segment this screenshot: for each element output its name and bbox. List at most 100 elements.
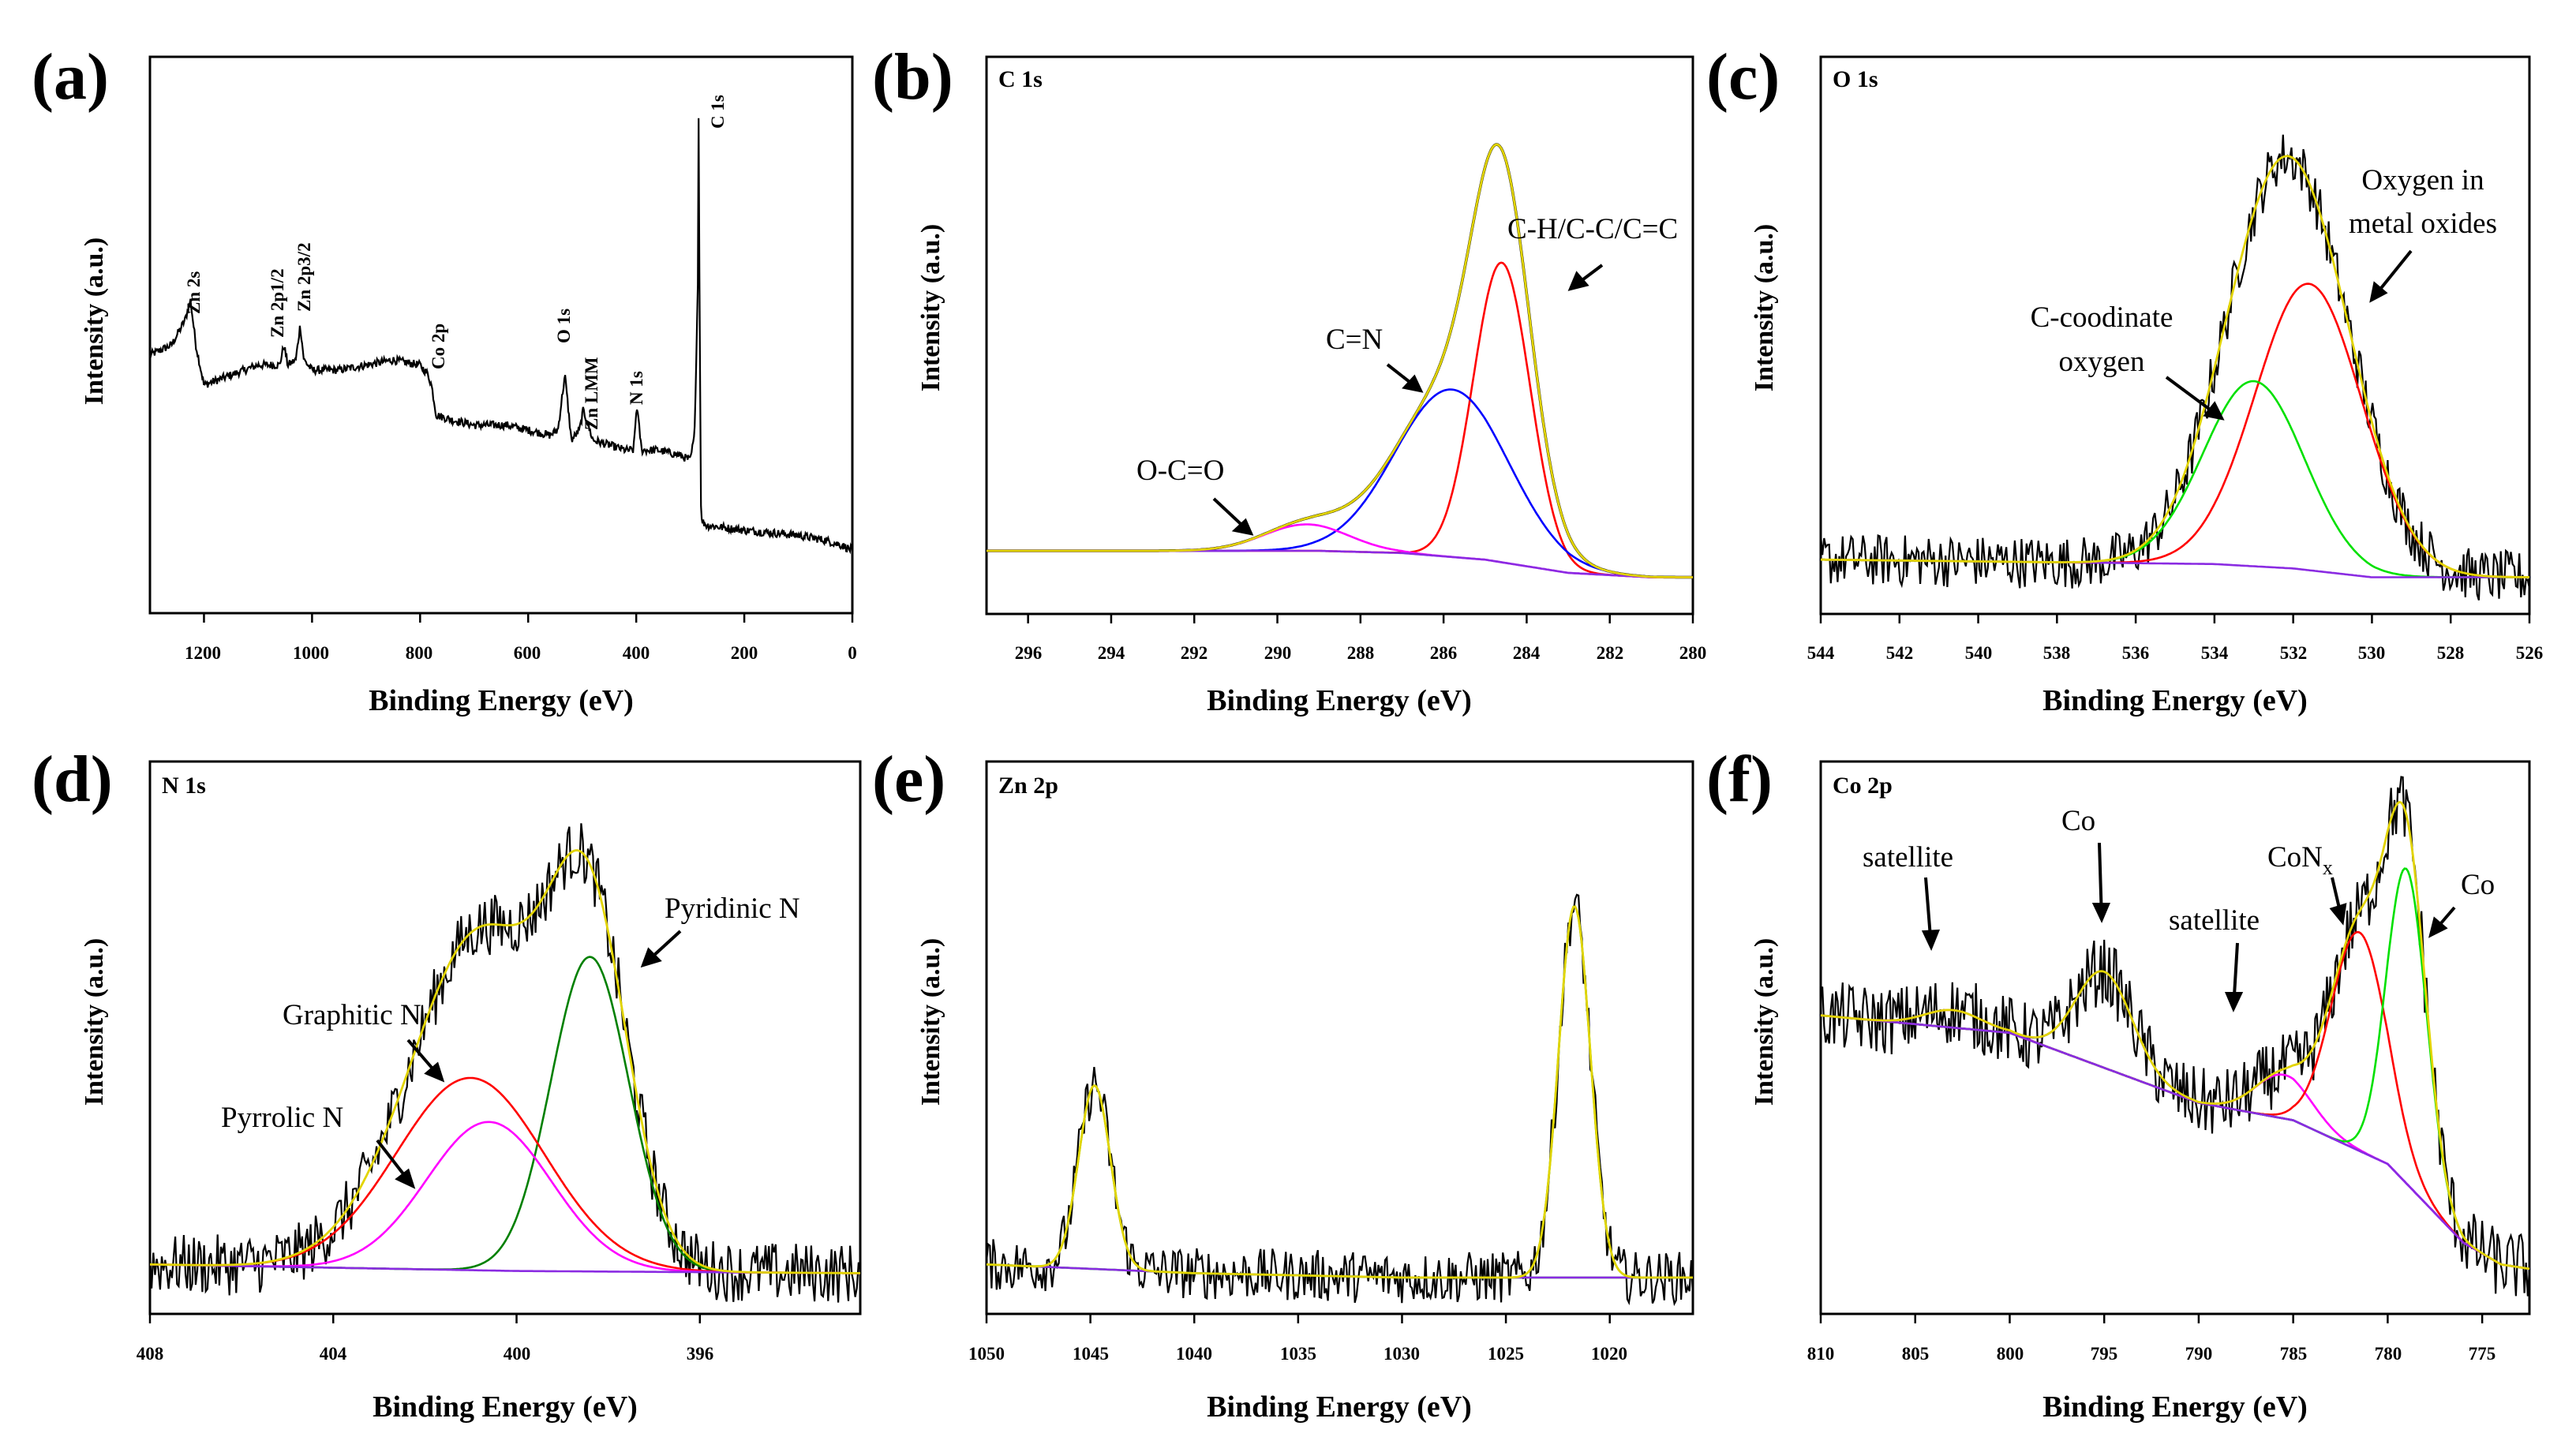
x-tick-label: 1200	[185, 643, 221, 663]
component-1-line	[987, 388, 1693, 578]
component-0-line	[1821, 283, 2530, 578]
annotation-arrows-b	[1212, 264, 1604, 536]
annotation-pyrrolic-n: Pyrrolic N	[221, 1102, 343, 1134]
envelope-line	[1821, 155, 2530, 578]
inset-title-c: O 1s	[1833, 66, 1878, 92]
envelope-line	[1820, 800, 2530, 1270]
panel-b: (b) Intensity (a.u.) 296 294 292 290 288…	[872, 40, 1706, 717]
peak-label-zn-lmm: Zn LMM	[582, 357, 601, 430]
x-tick-label: 540	[1965, 643, 1993, 663]
x-tick-label: 536	[2122, 643, 2150, 663]
x-tick-label: 800	[406, 643, 433, 663]
inset-title-f: Co 2p	[1833, 773, 1893, 799]
annotation-c-h: C-H/C-C/C=C	[1507, 213, 1678, 245]
annotation-c-n: C=N	[1326, 324, 1383, 356]
plot-area-c	[1819, 134, 2531, 601]
annotation-satellite-2: satellite	[2169, 904, 2260, 937]
component-0-line	[1820, 1009, 2530, 1270]
x-axis-title-c: Binding Energy (eV)	[2042, 684, 2308, 717]
peak-label-zn2s: Zn 2s	[184, 271, 204, 314]
raw-data-line	[987, 143, 1693, 579]
x-tick-label: 282	[1597, 643, 1624, 663]
y-axis-title-f: Intensity (a.u.)	[1750, 938, 1779, 1106]
annotation-oxygen-in: Oxygen in	[2361, 164, 2484, 196]
component-2-line	[149, 1121, 860, 1274]
annotation-arrows-c	[2165, 249, 2413, 421]
panel-c: (c) Intensity (a.u.) 544 542 540 538 536…	[1706, 40, 2543, 717]
panel-a: (a) Intensity (a.u.) 1200 1000 800 600 4…	[32, 40, 857, 717]
x-ticks-e: 1050 1045 1040 1035 1030 1025 1020	[968, 1314, 1627, 1364]
peak-label-c1s: C 1s	[708, 95, 728, 129]
raw-data-line	[148, 823, 862, 1303]
component-0-line	[987, 261, 1693, 578]
annotation-metal-oxides: metal oxides	[2349, 208, 2497, 240]
x-tick-label: 538	[2043, 643, 2071, 663]
x-tick-label: 1000	[293, 643, 329, 663]
x-tick-label: 532	[2280, 643, 2308, 663]
x-tick-label: 1020	[1591, 1344, 1627, 1364]
x-tick-label: 404	[320, 1344, 347, 1364]
panel-e: (e) Intensity (a.u.) 1050 1045 1040 1035…	[872, 743, 1694, 1424]
annotation-co-2: Co	[2461, 869, 2495, 901]
x-tick-label: 810	[1807, 1344, 1835, 1364]
x-tick-label: 1025	[1488, 1344, 1524, 1364]
raw-data-line	[1819, 134, 2531, 601]
x-tick-label: 408	[137, 1344, 164, 1364]
background-line	[1820, 1014, 2530, 1270]
x-tick-label: 775	[2469, 1344, 2496, 1364]
annotation-conx-subscript: x	[2323, 856, 2333, 879]
x-tick-label: 795	[2091, 1344, 2118, 1364]
peak-label-zn2p12: Zn 2p1/2	[268, 268, 287, 338]
survey-spectrum-line	[148, 118, 853, 555]
x-tick-label: 534	[2201, 643, 2229, 663]
annotation-arrows-f	[1921, 842, 2456, 1012]
panel-letter-c: (c)	[1706, 40, 1780, 114]
plot-area-a	[148, 118, 853, 555]
envelope-line	[150, 849, 860, 1274]
inset-title-e: Zn 2p	[998, 773, 1058, 799]
x-tick-label: 780	[2375, 1344, 2402, 1364]
plot-frame-f	[1819, 760, 2531, 1315]
peak-label-o1s: O 1s	[554, 309, 574, 343]
x-tick-label: 528	[2437, 643, 2465, 663]
x-tick-label: 294	[1098, 643, 1125, 663]
annotation-oxygen: oxygen	[2059, 346, 2145, 378]
plot-area-d	[148, 823, 862, 1303]
x-tick-label: 544	[1807, 643, 1835, 663]
plot-frame-a	[148, 55, 854, 615]
panel-letter-d: (d)	[32, 743, 113, 816]
annotation-conx: CoNx	[2267, 841, 2333, 879]
annotation-graphitic-n: Graphitic N	[283, 999, 421, 1031]
x-tick-label: 526	[2516, 643, 2544, 663]
x-tick-label: 1045	[1073, 1344, 1109, 1364]
plot-frame-c	[1819, 55, 2531, 616]
raw-data-line	[985, 893, 1694, 1307]
x-tick-label: 286	[1430, 643, 1458, 663]
annotation-pyridinic-n: Pyridinic N	[665, 893, 800, 925]
x-tick-label: 600	[514, 643, 541, 663]
x-tick-label: 1040	[1176, 1344, 1212, 1364]
x-tick-label: 288	[1347, 643, 1375, 663]
x-ticks-f: 810 805 800 795 790 785 780 775	[1807, 1314, 2496, 1364]
panel-letter-a: (a)	[32, 40, 109, 114]
annotation-o-c-o: O-C=O	[1136, 455, 1224, 487]
x-tick-label: 292	[1181, 643, 1208, 663]
x-tick-label: 1050	[968, 1344, 1005, 1364]
plot-area-f	[1819, 776, 2531, 1297]
plot-area-e	[985, 893, 1694, 1307]
annotation-co-1: Co	[2061, 805, 2095, 837]
peak-label-n1s: N 1s	[627, 371, 646, 405]
x-axis-title-b: Binding Energy (eV)	[1207, 684, 1472, 717]
peak-label-co2p: Co 2p	[429, 324, 448, 369]
x-ticks-b: 296 294 292 290 288 286 284 282 280	[1015, 614, 1706, 663]
panel-f: (f) Intensity (a.u.) 810 805 800 795 790…	[1706, 743, 2531, 1424]
inset-title-b: C 1s	[998, 66, 1043, 92]
x-ticks-a: 1200 1000 800 600 400 200 0	[185, 613, 857, 663]
panel-letter-f: (f)	[1706, 743, 1773, 816]
peak-label-zn2p32: Zn 2p3/2	[294, 242, 314, 312]
envelope-line	[987, 143, 1693, 578]
plot-frame-b	[985, 55, 1694, 616]
x-tick-label: 542	[1886, 643, 1914, 663]
raw-data-line	[1819, 776, 2531, 1297]
